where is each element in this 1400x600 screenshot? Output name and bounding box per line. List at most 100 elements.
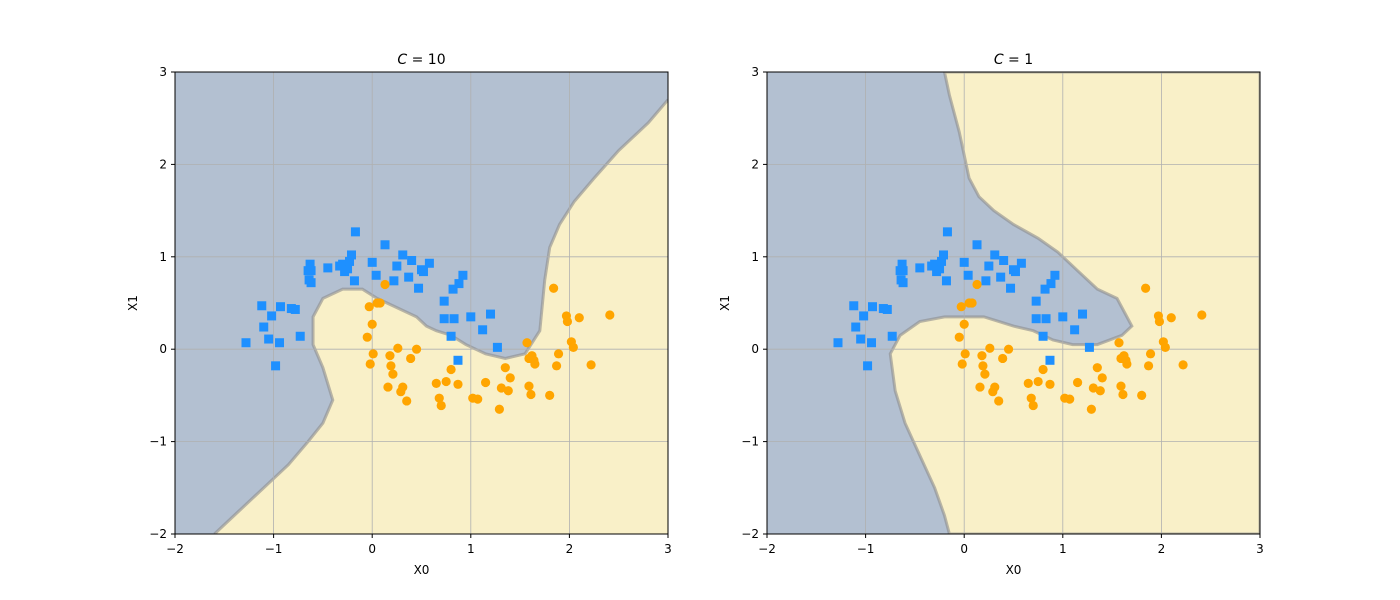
data-point-square — [1050, 270, 1060, 280]
x-tick-label: −2 — [758, 542, 776, 556]
data-point-circle — [562, 316, 573, 327]
data-point-square — [439, 296, 449, 306]
data-point-square — [338, 259, 348, 269]
data-point-square — [466, 312, 476, 322]
data-point-square — [935, 264, 945, 274]
data-point-square — [257, 301, 267, 311]
x-tick-label: −1 — [857, 542, 875, 556]
x-tick-label: −2 — [166, 542, 184, 556]
data-point-square — [1031, 296, 1041, 306]
data-point-square — [972, 240, 982, 250]
data-point-square — [856, 334, 866, 344]
data-point-circle — [365, 359, 375, 369]
data-point-square — [486, 309, 496, 319]
data-point-square — [323, 263, 333, 273]
data-point-square — [241, 338, 251, 348]
y-tick-label: 1 — [751, 250, 759, 264]
data-point-square — [275, 338, 285, 348]
data-point-square — [1041, 314, 1051, 324]
data-point-square — [833, 338, 843, 348]
data-point-square — [937, 256, 947, 266]
data-point-square — [851, 322, 861, 332]
data-point-square — [343, 264, 353, 274]
data-point-square — [863, 361, 873, 371]
data-point-square — [349, 276, 359, 286]
data-point-circle — [524, 381, 534, 391]
chart-title-value: = 10 — [407, 52, 445, 68]
data-point-circle — [368, 349, 378, 359]
data-point-circle — [574, 313, 584, 323]
data-point-circle — [503, 386, 513, 396]
data-point-square — [1010, 267, 1020, 277]
data-point-square — [306, 278, 316, 288]
panel-c1: −2 −1 0 1 2 3 −2 −1 0 1 2 3 X0 X1 C = 1 — [718, 52, 1264, 577]
data-point-square — [276, 302, 286, 312]
data-point-circle — [393, 343, 403, 353]
data-point-circle — [960, 349, 970, 359]
data-point-square — [882, 304, 892, 314]
data-point-square — [267, 311, 277, 321]
data-point-circle — [1038, 364, 1048, 375]
data-point-circle — [1145, 349, 1156, 359]
x-tick-label: −1 — [265, 542, 283, 556]
data-point-square — [290, 304, 300, 314]
data-point-circle — [473, 394, 483, 404]
data-point-circle — [386, 361, 396, 371]
y-tick-label: −2 — [149, 527, 167, 541]
data-point-square — [404, 272, 414, 282]
x-tick-label: 1 — [467, 542, 475, 556]
data-point-circle — [549, 283, 559, 293]
data-point-square — [1078, 309, 1088, 319]
data-point-square — [407, 255, 417, 265]
data-point-square — [392, 261, 402, 271]
data-point-circle — [1095, 386, 1105, 396]
plot-area — [767, 72, 1260, 534]
data-point-circle — [975, 382, 985, 392]
data-point-square — [859, 311, 869, 321]
chart-title-variable: C — [397, 52, 407, 68]
data-point-square — [453, 355, 463, 365]
data-point-circle — [985, 343, 995, 353]
axes-frame — [766, 71, 1261, 535]
panel-c10: −2 −1 0 1 2 3 −2 −1 0 1 2 3 X0 X1 C = 10 — [126, 52, 672, 577]
data-point-square — [938, 250, 948, 260]
data-point-square — [454, 279, 464, 289]
y-tick-label: 2 — [751, 157, 759, 171]
data-point-square — [264, 334, 274, 344]
data-point-square — [380, 240, 390, 250]
data-point-square — [990, 250, 1000, 260]
data-point-circle — [380, 279, 390, 290]
chart-title-variable: C — [994, 52, 1004, 68]
data-point-square — [1045, 355, 1055, 365]
data-point-square — [999, 255, 1009, 265]
x-tick-label: 3 — [664, 542, 672, 556]
data-point-circle — [959, 319, 969, 329]
data-point-circle — [385, 351, 395, 361]
data-point-circle — [446, 364, 456, 375]
data-point-square — [996, 272, 1006, 282]
data-point-circle — [1026, 393, 1036, 403]
data-point-square — [868, 302, 878, 312]
data-point-circle — [586, 360, 596, 370]
y-tick-label: 1 — [159, 250, 167, 264]
data-point-square — [897, 259, 907, 269]
data-point-circle — [1065, 394, 1075, 404]
data-point-circle — [553, 349, 564, 359]
data-point-circle — [1122, 359, 1132, 369]
data-point-circle — [402, 396, 412, 406]
data-point-circle — [383, 382, 393, 392]
data-point-square — [371, 270, 381, 280]
data-point-circle — [500, 363, 510, 373]
y-tick-label: −2 — [741, 527, 759, 541]
data-point-square — [1084, 342, 1094, 352]
data-point-circle — [453, 379, 463, 389]
data-point-circle — [505, 373, 515, 383]
data-point-square — [867, 338, 877, 348]
data-point-square — [414, 283, 424, 293]
data-point-square — [1038, 331, 1048, 341]
data-point-square — [849, 301, 859, 311]
x-tick-label: 2 — [1158, 542, 1166, 556]
data-point-circle — [375, 298, 385, 308]
data-point-circle — [434, 393, 444, 403]
data-point-circle — [388, 369, 398, 379]
